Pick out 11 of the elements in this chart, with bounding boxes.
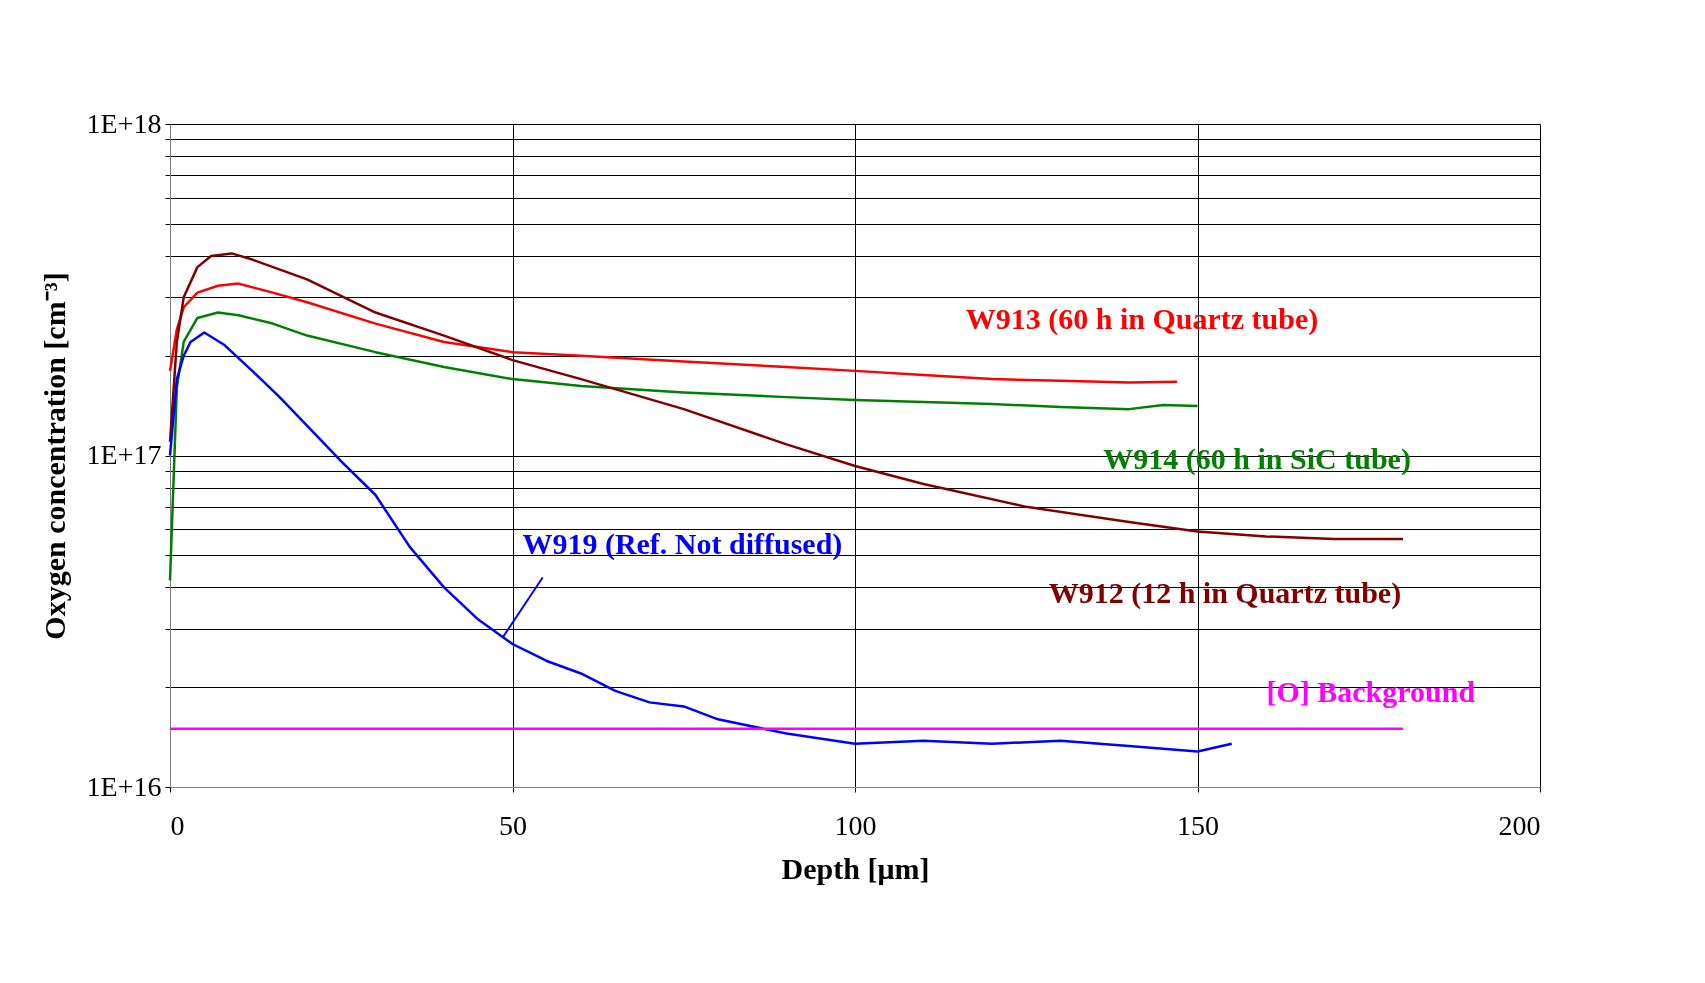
y-tick-label: 1E+16 [86, 770, 162, 802]
text: W919 (Ref. Not diffused) [522, 527, 843, 562]
x-tick-label: 150 [1177, 809, 1219, 841]
y-tick-label: 1E+17 [86, 439, 162, 470]
y-tick-label: 1E+18 [86, 107, 162, 139]
x-tick-label: 100 [834, 809, 877, 841]
x-axis-title: Depth [μm] [781, 851, 930, 885]
y-axis-title: Oxygen concentration [cm⁻³] [37, 272, 71, 640]
x-tick-label: 50 [499, 809, 527, 841]
x-tick-label: 0 [170, 809, 185, 841]
x-tick-label: 200 [1498, 809, 1541, 841]
